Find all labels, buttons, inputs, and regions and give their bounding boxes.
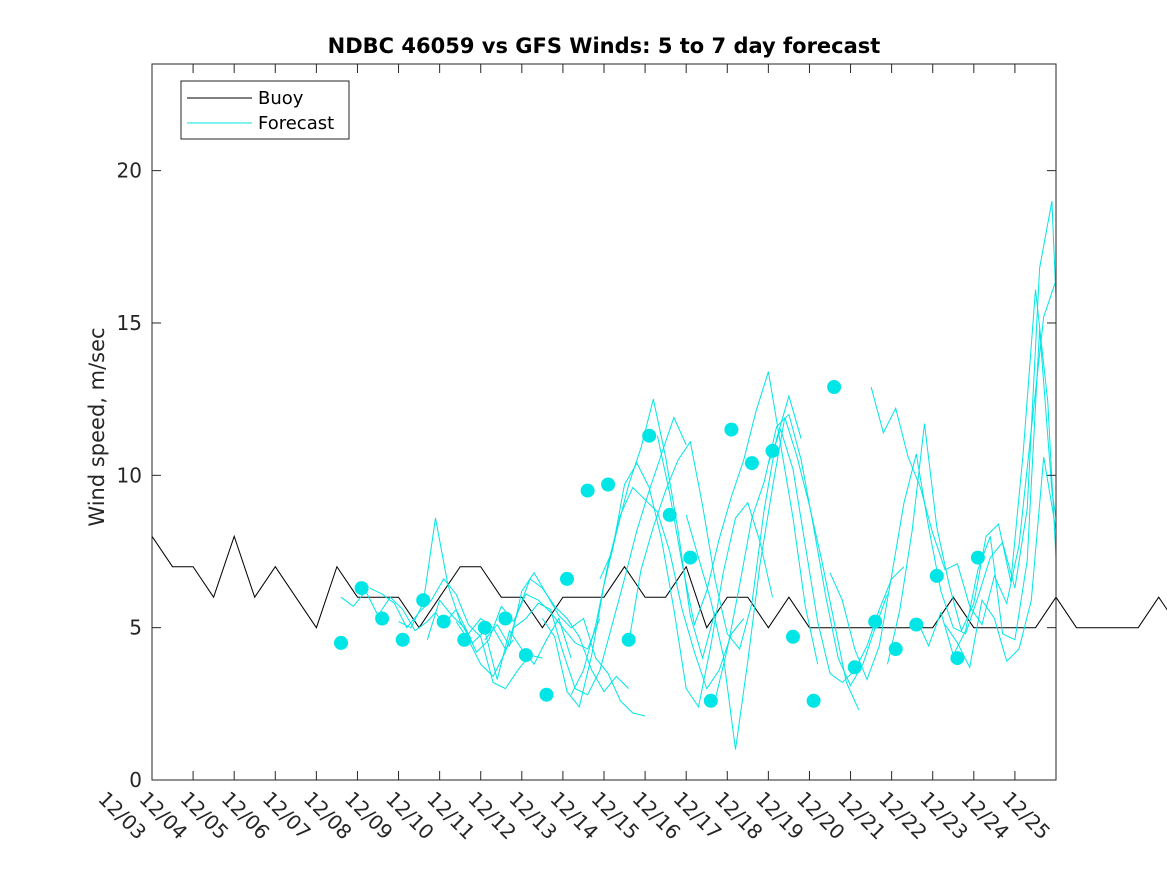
forecast-marker	[827, 380, 842, 394]
forecast-marker	[744, 456, 759, 471]
forecast-marker	[416, 593, 431, 608]
forecast-marker	[601, 477, 616, 492]
forecast-line	[915, 329, 1057, 657]
forecast-line	[656, 371, 819, 665]
chart-title: NDBC 46059 vs GFS Winds: 5 to 7 day fore…	[328, 34, 881, 58]
forecast-series	[340, 201, 1057, 750]
forecast-line	[628, 394, 802, 651]
buoy-line	[151, 534, 1167, 629]
forecast-marker	[806, 693, 821, 708]
forecast-marker	[518, 648, 533, 663]
forecast-marker	[662, 507, 677, 522]
y-tick-label: 20	[117, 159, 142, 183]
plot-background	[152, 64, 1056, 780]
forecast-line	[513, 416, 687, 696]
forecast-marker	[498, 611, 513, 626]
forecast-marker	[724, 422, 739, 437]
forecast-marker	[683, 550, 698, 565]
y-axis-label: Wind speed, m/sec	[85, 327, 109, 526]
forecast-line	[426, 593, 601, 653]
forecast-line	[887, 289, 1057, 665]
forecast-line	[570, 486, 745, 695]
forecast-marker	[436, 614, 451, 629]
y-tick-label: 15	[117, 311, 142, 335]
y-tick-label: 5	[129, 616, 142, 640]
plot-area	[151, 63, 1167, 781]
forecast-marker	[477, 620, 492, 635]
forecast-marker	[929, 568, 944, 583]
forecast-marker	[642, 428, 657, 443]
forecast-markers	[334, 380, 985, 708]
y-axis: 0 5 10 15 20	[117, 159, 1056, 792]
legend: Buoy Forecast	[180, 80, 350, 140]
forecast-marker	[375, 611, 390, 626]
forecast-line	[369, 578, 543, 690]
buoy-series	[151, 534, 1167, 629]
forecast-marker	[703, 693, 718, 708]
forecast-marker	[539, 687, 554, 702]
y-tick-label: 0	[129, 768, 142, 792]
forecast-marker	[765, 443, 780, 458]
forecast-marker	[950, 651, 965, 666]
forecast-marker	[457, 632, 472, 647]
forecast-marker	[847, 660, 862, 675]
forecast-marker	[786, 629, 800, 644]
legend-forecast-label: Forecast	[258, 113, 334, 134]
forecast-marker	[560, 571, 574, 586]
forecast-marker	[888, 642, 903, 656]
forecast-line	[455, 578, 630, 693]
forecast-line	[484, 571, 646, 717]
forecast-marker	[621, 632, 636, 647]
legend-buoy-label: Buoy	[258, 88, 304, 109]
forecast-line	[541, 398, 716, 709]
forecast-marker	[395, 632, 410, 647]
forecast-marker	[334, 635, 348, 650]
y-tick-label: 10	[117, 463, 142, 487]
forecast-line	[685, 417, 860, 750]
forecast-line	[870, 280, 1057, 626]
forecast-line	[767, 428, 905, 684]
forecast-marker	[580, 483, 595, 498]
legend-box	[180, 80, 350, 140]
forecast-line	[599, 462, 773, 709]
forecast-marker	[909, 617, 924, 632]
forecast-line	[829, 201, 1057, 681]
forecast-marker	[868, 614, 883, 629]
forecast-marker	[970, 550, 985, 565]
forecast-marker	[354, 581, 369, 596]
